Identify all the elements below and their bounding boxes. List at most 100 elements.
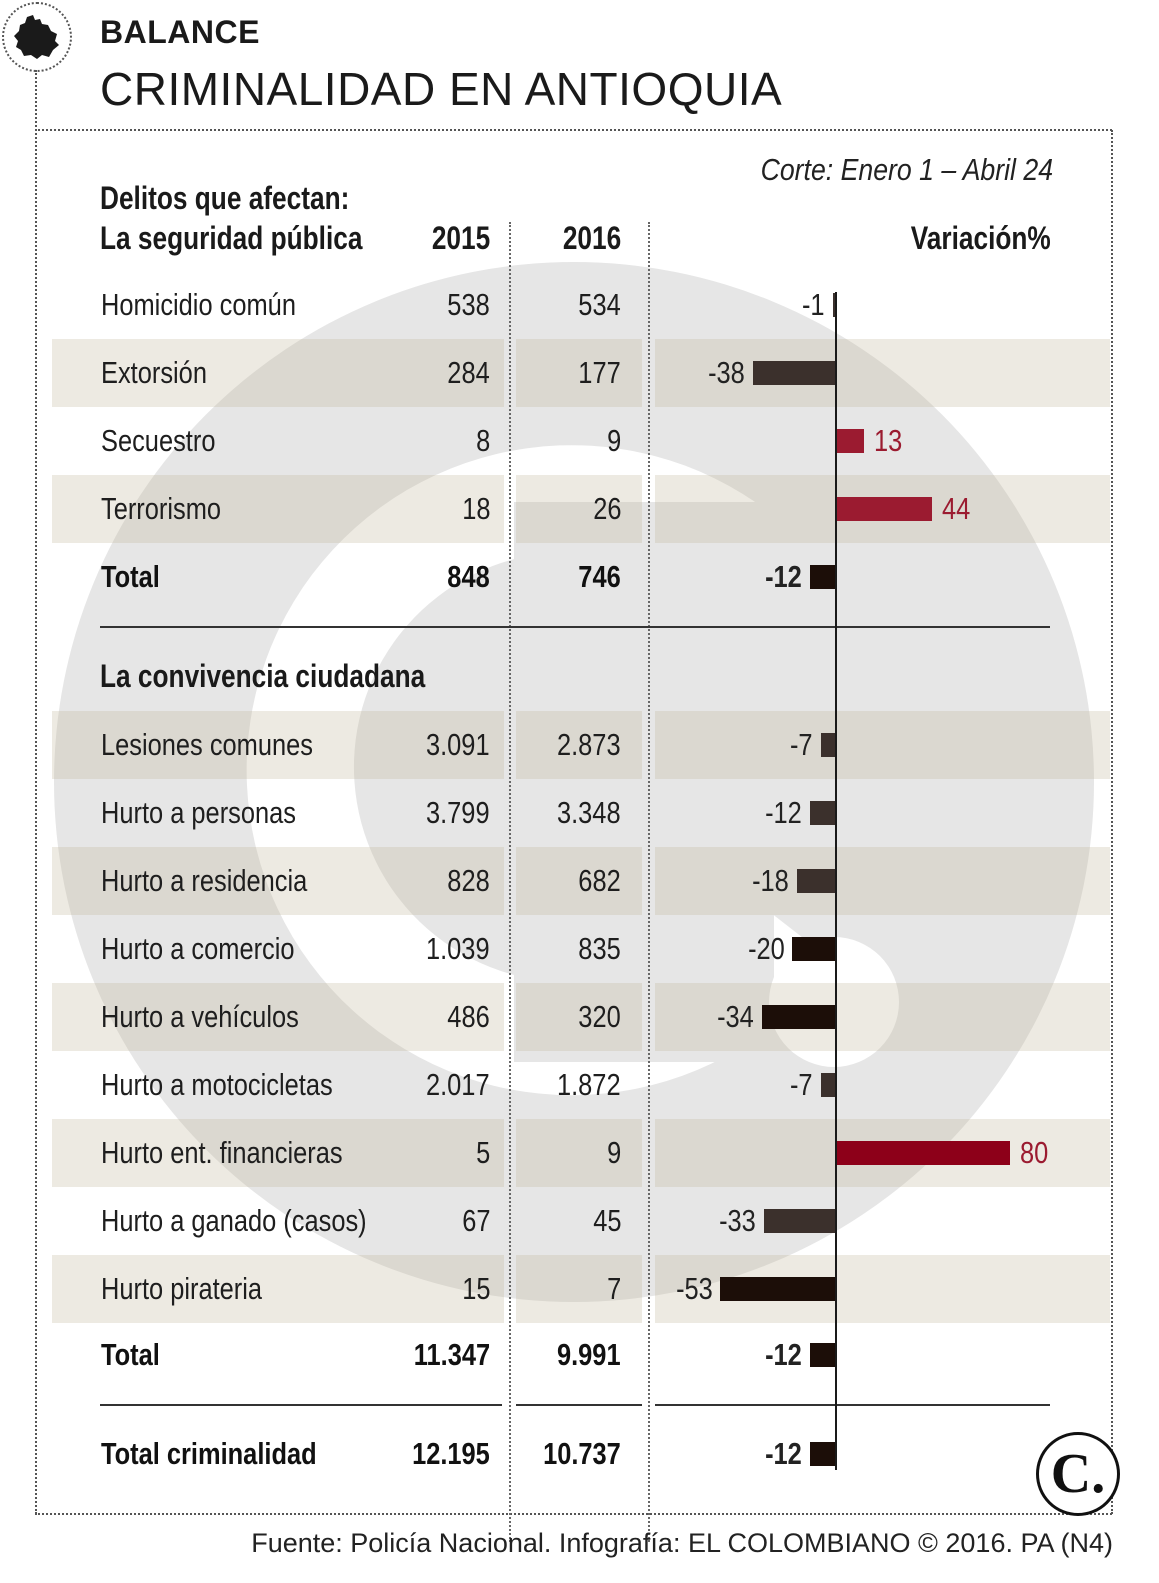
value-2016: 10.737 — [543, 1436, 621, 1471]
variation-label: -12 — [765, 559, 802, 594]
value-2015: 5 — [475, 1135, 490, 1170]
section1-title: La seguridad pública — [100, 220, 363, 256]
value-2016: 3.348 — [557, 795, 621, 830]
value-2015: 11.347 — [413, 1337, 490, 1372]
antioquia-map-icon — [14, 15, 59, 59]
value-2016: 320 — [578, 999, 621, 1034]
row-label: Secuestro — [101, 423, 216, 458]
value-2015: 15 — [461, 1271, 490, 1306]
variation-label: -12 — [765, 1436, 802, 1471]
row-stripe-segment — [52, 1255, 504, 1323]
variation-label: 44 — [941, 491, 971, 526]
variation-bar — [809, 1442, 836, 1466]
row-label: Total — [101, 1337, 160, 1372]
row-label: Lesiones comunes — [101, 727, 313, 762]
variation-bar — [720, 1277, 836, 1301]
row-stripe-segment — [516, 1255, 642, 1323]
value-2016: 26 — [592, 491, 621, 526]
row-stripe-segment — [655, 339, 1110, 407]
grand-total-divider-labels — [100, 1404, 502, 1406]
row-label: Hurto a vehículos — [101, 999, 299, 1034]
row-label: Hurto a ganado (casos) — [101, 1203, 367, 1238]
variation-label: 13 — [874, 423, 903, 458]
group-label: Delitos que afectan: — [100, 180, 350, 216]
value-2015: 538 — [447, 287, 490, 322]
row-label: Hurto pirateria — [101, 1271, 263, 1306]
variation-bar — [809, 1343, 836, 1367]
value-2015: 1.039 — [426, 931, 490, 966]
variation-bar — [753, 361, 836, 385]
row-label: Hurto a comercio — [101, 931, 295, 966]
zero-axis — [835, 292, 837, 1470]
value-2016: 45 — [592, 1203, 621, 1238]
variation-bar — [796, 869, 836, 893]
variation-bar — [820, 1073, 836, 1097]
row-label: Hurto a personas — [101, 795, 297, 830]
value-2015: 67 — [461, 1203, 490, 1238]
value-2016: 9.991 — [557, 1337, 621, 1372]
row-label: Hurto ent. financieras — [101, 1135, 343, 1170]
section-divider — [100, 626, 1050, 628]
value-2015: 18 — [461, 491, 490, 526]
variation-bar — [833, 293, 836, 317]
row-stripe-segment — [52, 1119, 504, 1187]
source-footer: Fuente: Policía Nacional. Infografía: EL… — [251, 1528, 1113, 1558]
row-stripe-segment — [52, 475, 504, 543]
row-stripe-segment — [655, 847, 1110, 915]
row-label: Total criminalidad — [101, 1436, 317, 1471]
watermark-logo-icon — [54, 262, 1094, 1302]
antioquia-map-logo — [2, 2, 72, 72]
row-stripe-segment — [52, 339, 504, 407]
variation-bar — [764, 1209, 836, 1233]
row-stripe-segment — [516, 983, 642, 1051]
variation-label: -7 — [790, 727, 813, 762]
variation-bar — [820, 733, 836, 757]
variation-bar — [836, 1141, 1011, 1165]
value-2016: 835 — [578, 931, 621, 966]
variation-label: -38 — [708, 355, 746, 390]
row-stripe-segment — [52, 983, 504, 1051]
variation-label: -12 — [765, 1337, 802, 1372]
row-stripe-segment — [516, 339, 642, 407]
section2-title: La convivencia ciudadana — [100, 658, 426, 694]
variation-label: -34 — [717, 999, 754, 1034]
row-stripe-segment — [516, 847, 642, 915]
value-2016: 9 — [606, 1135, 621, 1170]
el-colombiano-logo-icon: C. — [1036, 1432, 1120, 1516]
row-stripe-segment — [516, 711, 642, 779]
row-label: Hurto a motocicletas — [101, 1067, 333, 1102]
grand-total-divider-2016 — [516, 1404, 642, 1406]
row-stripe-segment — [516, 1119, 642, 1187]
date-range: Corte: Enero 1 – Abril 24 — [760, 152, 1053, 187]
variation-bar — [836, 497, 932, 521]
value-2015: 2.017 — [426, 1067, 490, 1102]
row-stripe-segment — [655, 711, 1110, 779]
value-2016: 682 — [578, 863, 621, 898]
value-2016: 7 — [606, 1271, 621, 1306]
column-separator-2016 — [648, 222, 650, 1542]
variation-label: -12 — [765, 795, 802, 830]
row-stripe-segment — [52, 711, 504, 779]
row-stripe-segment — [52, 847, 504, 915]
value-2015: 8 — [475, 423, 490, 458]
frame-right-border — [1111, 130, 1113, 1514]
variation-bar — [761, 1005, 836, 1029]
variation-bar — [809, 801, 836, 825]
variation-label: -20 — [747, 931, 785, 966]
grand-total-divider-variation — [655, 1404, 1050, 1406]
value-2016: 534 — [578, 287, 621, 322]
variation-label: -53 — [675, 1271, 713, 1306]
header-2016: 2016 — [562, 220, 621, 256]
kicker: BALANCE — [100, 14, 260, 50]
row-label: Hurto a residencia — [101, 863, 308, 898]
variation-bar — [792, 937, 836, 961]
value-2015: 828 — [447, 863, 490, 898]
value-2016: 177 — [578, 355, 621, 390]
row-stripe-segment — [516, 475, 642, 543]
value-2016: 9 — [606, 423, 621, 458]
header-2015: 2015 — [431, 220, 490, 256]
variation-bar — [836, 429, 865, 453]
value-2015: 3.799 — [426, 795, 490, 830]
value-2015: 3.091 — [426, 727, 490, 762]
value-2015: 284 — [447, 355, 490, 390]
